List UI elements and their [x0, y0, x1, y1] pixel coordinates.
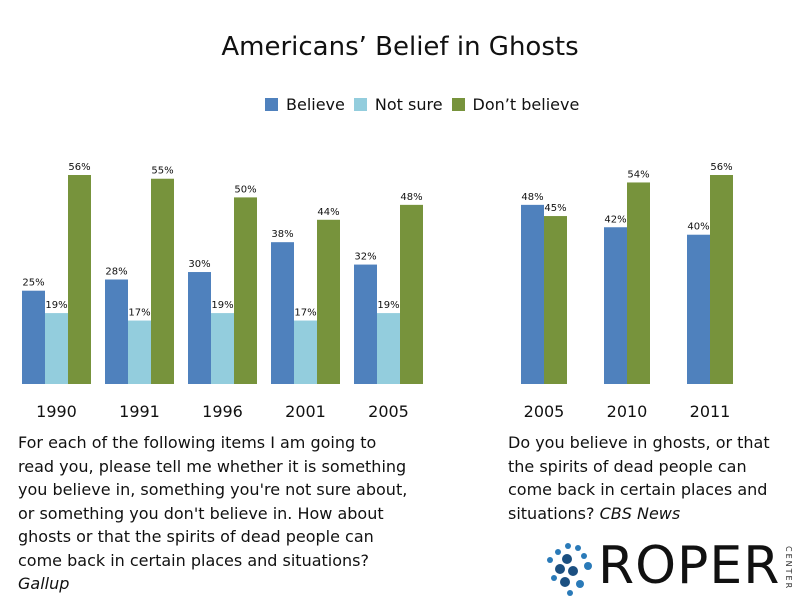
chart-title: Americans’ Belief in Ghosts [221, 32, 579, 62]
bar-cbs-dont-believe-2011 [710, 175, 733, 384]
data-label-gallup-not-sure-1996: 19% [211, 300, 233, 311]
data-label-gallup-believe-1990: 25% [22, 278, 44, 289]
gallup-chart: 25%19%56%199028%17%55%199130%19%50%19963… [22, 162, 423, 421]
x-tick-label-gallup-1991: 1991 [119, 402, 160, 421]
bar-cbs-believe-2005 [521, 204, 544, 384]
bar-cbs-dont-believe-2010 [627, 182, 650, 384]
data-label-cbs-dont-believe-2005: 45% [544, 203, 566, 214]
logo-subword: CENTER [784, 546, 793, 591]
bar-gallup-not-sure-1996 [211, 313, 234, 384]
bar-gallup-not-sure-2005 [377, 313, 400, 384]
data-label-gallup-not-sure-1991: 17% [128, 308, 150, 319]
legend-item-not-sure: Not sure [353, 94, 443, 114]
bar-gallup-dont-believe-2005 [400, 204, 423, 384]
bar-cbs-believe-2010 [604, 227, 627, 384]
bar-gallup-believe-2001 [271, 242, 294, 384]
x-tick-label-cbs-2010: 2010 [607, 402, 648, 421]
legend-swatch-believe [265, 97, 278, 111]
data-label-gallup-believe-1991: 28% [105, 267, 127, 278]
bar-gallup-not-sure-1990 [45, 313, 68, 384]
bar-gallup-believe-2005 [354, 264, 377, 384]
legend-swatch-not-sure [353, 97, 367, 111]
bar-cbs-dont-believe-2005 [544, 216, 567, 384]
x-tick-label-gallup-2005: 2005 [368, 402, 409, 421]
cbs-question: Do you believe in ghosts, or that the sp… [508, 431, 788, 525]
data-label-cbs-believe-2011: 40% [687, 222, 709, 233]
data-label-gallup-dont-believe-2005: 48% [400, 192, 422, 203]
legend-label-dont-believe: Don’t believe [472, 94, 580, 114]
bar-gallup-believe-1990 [22, 290, 45, 384]
bar-gallup-not-sure-2001 [294, 320, 317, 384]
x-tick-label-gallup-1990: 1990 [36, 402, 77, 421]
bar-gallup-dont-believe-1990 [68, 175, 91, 384]
legend: Believe Not sure Don’t believe [265, 94, 579, 114]
legend-swatch-dont-believe [451, 97, 465, 111]
x-tick-label-cbs-2011: 2011 [690, 402, 731, 421]
legend-item-believe: Believe [265, 95, 345, 114]
bar-gallup-dont-believe-2001 [317, 219, 340, 384]
roper-center-logo: ROPER CENTER [540, 536, 795, 598]
data-label-cbs-believe-2005: 48% [521, 192, 543, 203]
data-label-gallup-believe-2005: 32% [354, 252, 376, 263]
data-label-gallup-believe-1996: 30% [188, 259, 210, 270]
bar-gallup-dont-believe-1991 [151, 178, 174, 384]
legend-label-believe: Believe [286, 94, 345, 114]
data-label-gallup-dont-believe-1996: 50% [234, 184, 256, 195]
logo-molecule-icon [547, 543, 592, 596]
data-label-gallup-not-sure-2005: 19% [377, 300, 399, 311]
gallup-question-text: For each of the following items I am goi… [18, 433, 408, 570]
x-tick-label-gallup-1996: 1996 [202, 402, 243, 421]
bar-cbs-believe-2011 [687, 234, 710, 384]
cbs-chart: 48%45% 2005 42% 54% 2010 40% 56% 2011 [521, 162, 733, 421]
legend-item-dont-believe: Don’t believe [451, 94, 580, 114]
bar-gallup-believe-1996 [188, 272, 211, 384]
bar-gallup-believe-1991 [105, 279, 128, 384]
data-label-gallup-believe-2001: 38% [271, 229, 293, 240]
logo-wordmark: ROPER [598, 536, 781, 596]
data-label-cbs-dont-believe-2011: 56% [710, 162, 732, 173]
data-label-cbs-dont-believe-2010: 54% [627, 169, 649, 180]
data-label-gallup-dont-believe-1991: 55% [151, 166, 173, 177]
data-label-cbs-believe-2010: 42% [604, 214, 626, 225]
cbs-source: CBS News [599, 503, 681, 523]
x-tick-label-cbs-2005: 2005 [524, 402, 565, 421]
cbs-question-text: Do you believe in ghosts, or that the sp… [508, 433, 770, 523]
data-label-gallup-dont-believe-1990: 56% [68, 162, 90, 173]
x-tick-label-gallup-2001: 2001 [285, 402, 326, 421]
data-label-gallup-not-sure-2001: 17% [294, 308, 316, 319]
bar-gallup-dont-believe-1996 [234, 197, 257, 384]
gallup-source: Gallup [18, 574, 70, 593]
gallup-question: For each of the following items I am goi… [18, 431, 408, 596]
data-label-gallup-dont-believe-2001: 44% [317, 207, 339, 218]
legend-label-not-sure: Not sure [374, 94, 443, 114]
bar-gallup-not-sure-1991 [128, 320, 151, 384]
data-label-gallup-not-sure-1990: 19% [45, 300, 67, 311]
